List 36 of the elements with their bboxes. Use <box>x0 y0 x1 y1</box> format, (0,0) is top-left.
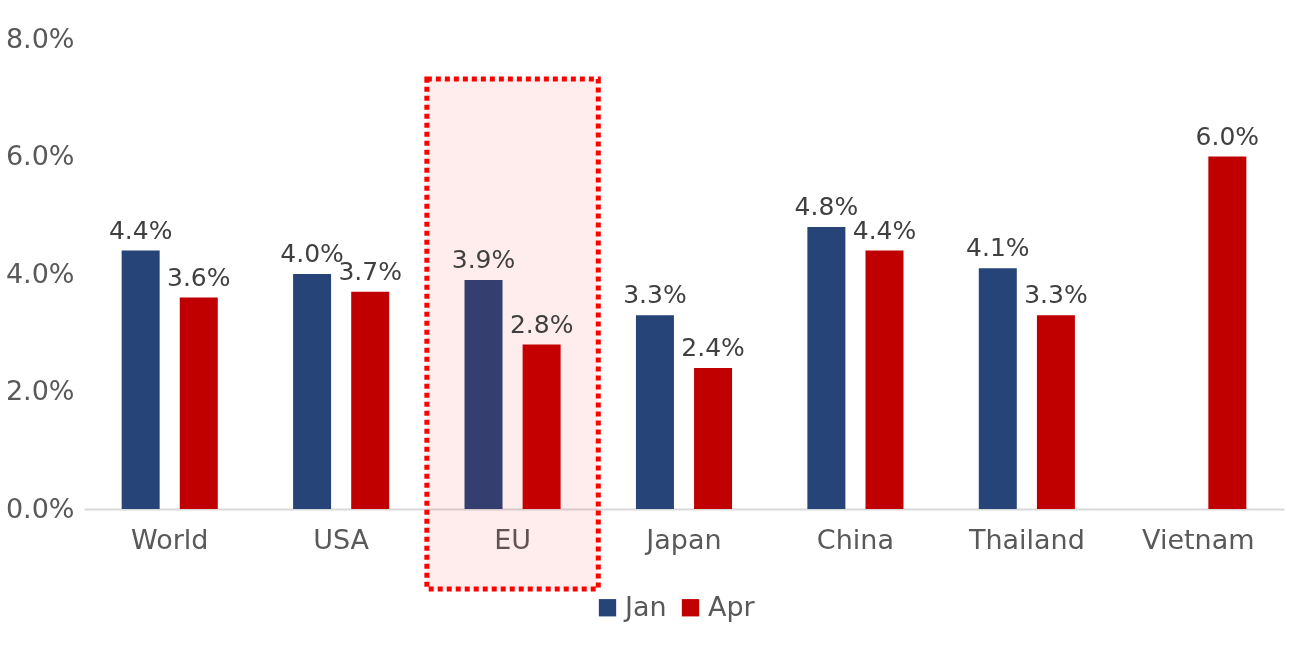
data-label: 4.4% <box>108 215 173 245</box>
bar <box>1036 315 1075 509</box>
data-label: 3.6% <box>167 262 231 292</box>
x-tick-label: Thailand <box>967 523 1085 555</box>
data-label: 3.9% <box>451 244 516 274</box>
x-tick-label: World <box>131 523 209 555</box>
legend-label: Jan <box>623 590 667 622</box>
data-label: 3.3% <box>1024 280 1088 310</box>
x-tick-label: EU <box>494 523 531 555</box>
bar <box>121 250 160 509</box>
bar <box>635 315 674 509</box>
data-label: 3.3% <box>623 280 687 310</box>
x-tick-label: Japan <box>644 523 722 555</box>
bar <box>293 274 332 509</box>
y-tick-label: 6.0% <box>5 140 75 171</box>
y-tick-label: 4.0% <box>5 257 75 289</box>
x-tick-label: China <box>816 523 894 555</box>
bar <box>1208 156 1247 509</box>
bar <box>694 368 733 509</box>
y-tick-label: 8.0% <box>5 22 75 54</box>
legend-label: Apr <box>708 590 756 622</box>
bar <box>978 268 1017 509</box>
x-tick-label: Vietnam <box>1142 523 1255 555</box>
data-label: 2.8% <box>509 309 574 339</box>
data-label: 6.0% <box>1195 121 1260 151</box>
x-tick-label: USA <box>313 523 370 555</box>
data-label: 2.4% <box>681 333 745 362</box>
bar <box>522 344 561 509</box>
y-tick-label: 2.0% <box>5 375 75 406</box>
bar <box>464 279 503 509</box>
bar <box>179 297 218 509</box>
y-tick-label: 0.0% <box>5 492 75 524</box>
data-label: 4.1% <box>966 233 1030 263</box>
bar <box>807 227 846 509</box>
bar <box>865 250 904 509</box>
bar <box>351 291 390 509</box>
